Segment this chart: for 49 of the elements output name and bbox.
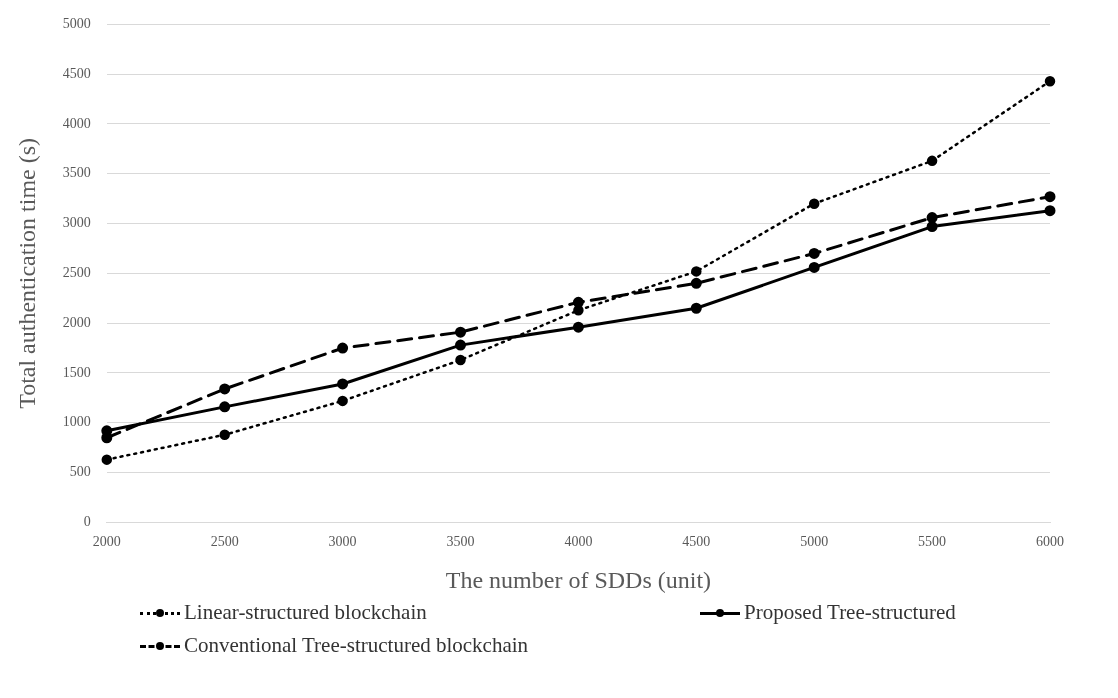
x-axis-title: The number of SDDs (unit) (445, 566, 712, 593)
point (808, 247, 820, 259)
x-tick-label: 5000 (800, 534, 829, 550)
y-tick-label: 4500 (62, 65, 91, 81)
legend-label: Proposed Tree-structured (744, 600, 956, 625)
point (808, 198, 820, 209)
x-tick-label: 4000 (564, 534, 593, 550)
point (337, 395, 348, 407)
point (219, 383, 231, 395)
x-tick-label: 3000 (328, 534, 357, 550)
y-tick-label: 500 (69, 464, 91, 480)
point (1044, 205, 1056, 217)
point (690, 277, 702, 289)
point (1044, 75, 1056, 87)
y-tick-label: 3000 (62, 215, 91, 231)
point (572, 321, 584, 333)
point (455, 339, 466, 351)
point (573, 305, 584, 316)
y-tick-label: 5000 (62, 16, 91, 32)
point (455, 326, 466, 338)
x-tick-label: 5500 (918, 534, 947, 550)
point (691, 266, 702, 277)
point (926, 155, 938, 167)
y-tick-label: 2000 (62, 314, 91, 330)
point (219, 401, 231, 413)
x-tick-label: 2500 (210, 534, 239, 550)
point (808, 261, 820, 273)
point (337, 342, 349, 354)
point (1044, 191, 1056, 203)
point (219, 429, 230, 440)
x-tick-label: 4500 (682, 534, 711, 550)
x-tick-label: 2000 (92, 534, 121, 550)
y-tick-label: 2500 (62, 265, 91, 281)
y-tick-label: 4000 (62, 115, 91, 131)
point (455, 354, 466, 366)
point (101, 454, 113, 465)
y-tick-label: 1000 (62, 414, 91, 430)
point (690, 302, 702, 314)
y-axis-title: Total authentication time (s) (13, 137, 40, 409)
point (337, 378, 349, 390)
x-tick-label: 3500 (446, 534, 475, 550)
point (926, 221, 938, 233)
point (572, 296, 584, 308)
legend-label: Conventional Tree-structured blockchain (184, 633, 529, 658)
y-tick-label: 1500 (62, 364, 91, 380)
legend-label: Linear-structured blockchain (184, 600, 427, 625)
x-tick-label: 6000 (1036, 534, 1064, 550)
y-tick-label: 3500 (62, 165, 91, 181)
y-tick-label: 0 (83, 514, 91, 530)
